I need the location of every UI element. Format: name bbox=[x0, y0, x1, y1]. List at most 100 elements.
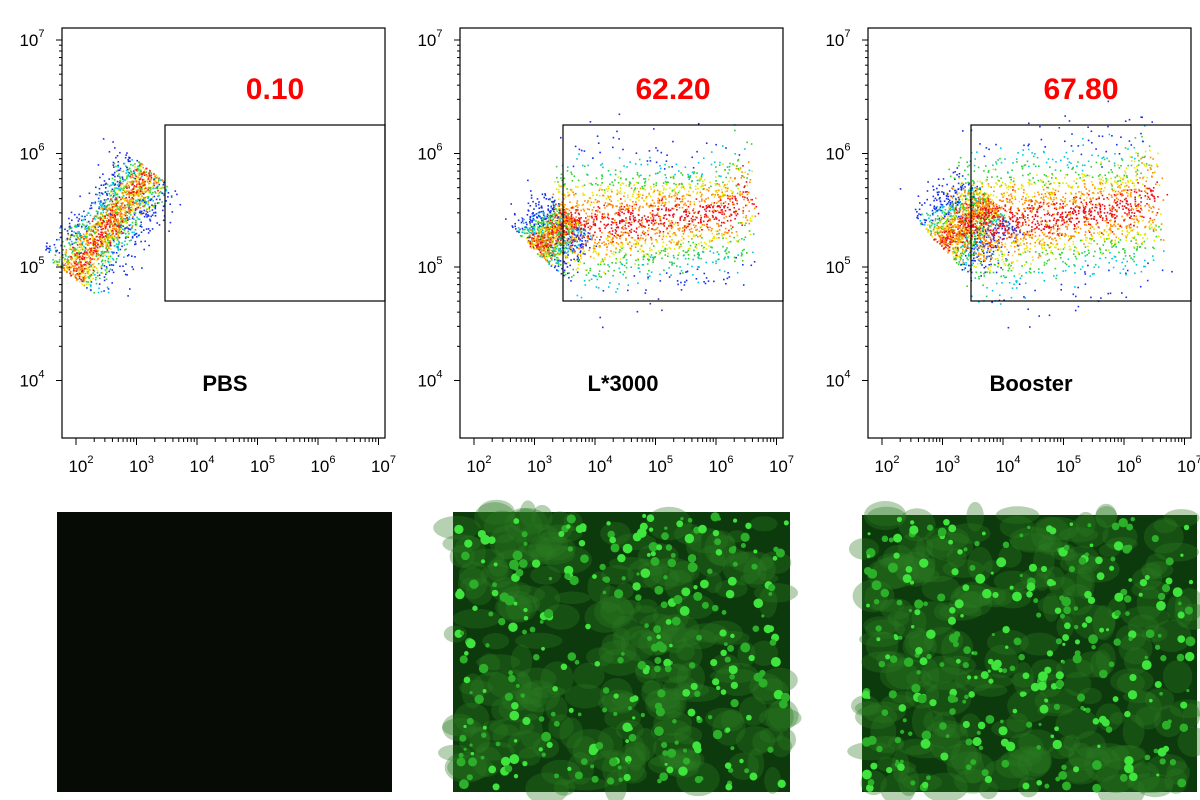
event-dot bbox=[538, 246, 540, 248]
event-dot bbox=[728, 180, 730, 183]
event-dot bbox=[561, 231, 563, 234]
event-dot bbox=[567, 254, 569, 256]
event-dot bbox=[97, 222, 99, 224]
event-dot bbox=[119, 207, 122, 209]
event-dot bbox=[574, 234, 577, 237]
event-dot bbox=[592, 251, 595, 254]
event-dot bbox=[93, 262, 95, 265]
event-dot bbox=[564, 274, 567, 276]
event-dot bbox=[611, 230, 614, 232]
event-dot bbox=[117, 237, 119, 239]
event-dot bbox=[128, 185, 131, 188]
event-dot bbox=[92, 218, 94, 220]
event-dot bbox=[663, 214, 666, 217]
event-dot bbox=[559, 260, 562, 262]
event-dot bbox=[96, 249, 99, 252]
event-dot bbox=[698, 179, 701, 182]
event-dot bbox=[555, 250, 558, 253]
event-dot bbox=[735, 256, 737, 259]
event-dot bbox=[577, 244, 580, 246]
event-dot bbox=[736, 202, 738, 205]
event-dot bbox=[118, 211, 120, 214]
event-dot bbox=[585, 274, 588, 276]
event-dot bbox=[102, 173, 104, 175]
event-dot bbox=[73, 255, 76, 257]
event-dot bbox=[712, 193, 714, 196]
event-dot bbox=[727, 172, 729, 175]
event-dot bbox=[625, 259, 628, 261]
event-dot bbox=[682, 254, 685, 257]
event-dot bbox=[652, 205, 654, 208]
event-dot bbox=[139, 174, 141, 176]
event-dot bbox=[557, 232, 560, 234]
event-dot bbox=[620, 241, 622, 244]
event-dot bbox=[127, 236, 129, 238]
event-dot bbox=[555, 214, 558, 217]
event-dot bbox=[113, 226, 115, 229]
event-dot bbox=[141, 188, 143, 190]
event-dot bbox=[559, 220, 561, 222]
event-dot bbox=[134, 194, 136, 196]
event-dot bbox=[557, 263, 560, 265]
event-dot bbox=[694, 188, 697, 190]
event-dot bbox=[541, 220, 543, 222]
event-dot bbox=[531, 219, 534, 222]
event-dot bbox=[138, 171, 141, 174]
event-dot bbox=[561, 201, 563, 204]
event-dot bbox=[87, 248, 90, 251]
event-dot bbox=[149, 220, 152, 222]
event-dot bbox=[125, 221, 127, 224]
event-dot bbox=[111, 199, 113, 201]
event-dot bbox=[595, 177, 598, 179]
event-dot bbox=[540, 217, 542, 220]
event-dot bbox=[79, 240, 82, 242]
event-dot bbox=[567, 218, 570, 220]
event-dot bbox=[526, 214, 529, 216]
event-dot bbox=[140, 221, 142, 224]
event-dot bbox=[125, 263, 127, 265]
event-dot bbox=[83, 224, 85, 227]
event-dot bbox=[625, 222, 627, 224]
event-dot bbox=[662, 241, 665, 243]
event-dot bbox=[561, 246, 564, 249]
event-dot bbox=[119, 180, 121, 182]
event-dot bbox=[117, 220, 120, 222]
event-dot bbox=[637, 242, 640, 245]
event-dot bbox=[564, 233, 566, 236]
event-dot bbox=[94, 243, 96, 246]
event-dot bbox=[154, 191, 156, 193]
event-dot bbox=[552, 225, 555, 227]
event-dot bbox=[124, 156, 127, 159]
event-dot bbox=[85, 231, 88, 234]
event-dot bbox=[620, 192, 622, 195]
event-dot bbox=[583, 236, 585, 239]
event-dot bbox=[88, 227, 90, 229]
event-dot bbox=[614, 169, 617, 171]
event-dot bbox=[537, 212, 540, 214]
event-dot bbox=[153, 206, 156, 208]
event-dot bbox=[551, 249, 553, 252]
event-dot bbox=[720, 202, 722, 205]
event-dot bbox=[733, 211, 736, 213]
event-dot bbox=[653, 189, 656, 191]
event-dot bbox=[176, 193, 178, 196]
event-dot bbox=[653, 256, 656, 258]
event-dot bbox=[94, 232, 96, 235]
event-dot bbox=[699, 235, 702, 237]
event-dot bbox=[552, 216, 554, 218]
event-dot bbox=[138, 199, 141, 202]
event-dot bbox=[600, 164, 602, 166]
event-dot bbox=[585, 242, 587, 245]
event-dot bbox=[746, 193, 749, 196]
event-dot bbox=[523, 218, 525, 221]
event-dot bbox=[708, 210, 711, 212]
event-dot bbox=[636, 173, 639, 176]
event-dot bbox=[557, 258, 559, 260]
event-dot bbox=[108, 213, 110, 215]
event-dot bbox=[712, 261, 714, 264]
event-dot bbox=[682, 233, 685, 235]
event-dot bbox=[674, 232, 676, 234]
event-dot bbox=[158, 177, 161, 179]
event-dot bbox=[88, 263, 90, 266]
event-dot bbox=[559, 219, 561, 221]
